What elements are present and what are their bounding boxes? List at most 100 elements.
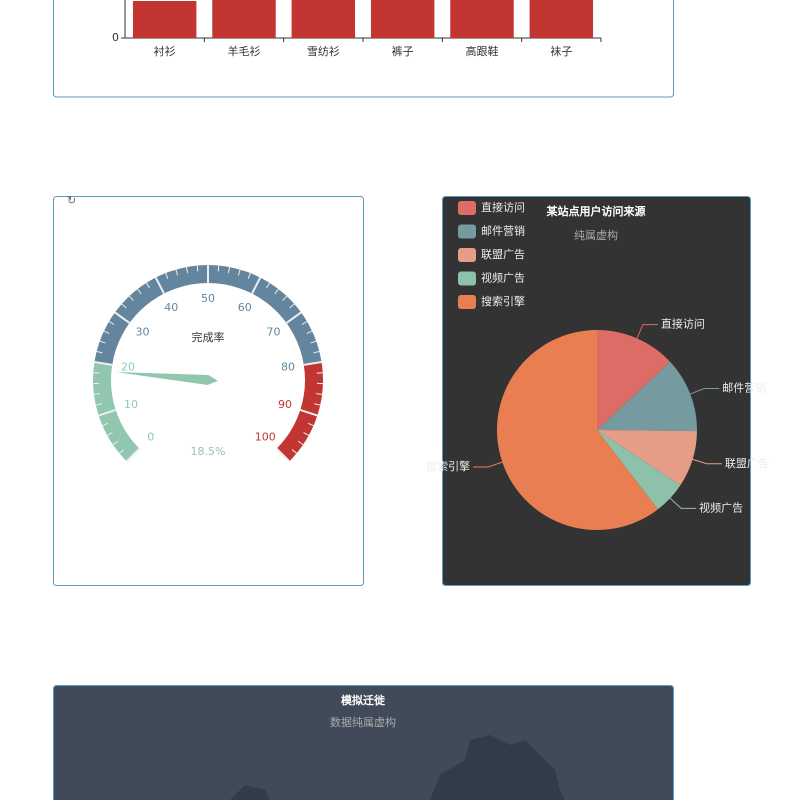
x-tick-label: 羊毛衫 xyxy=(228,44,261,58)
minor-tick xyxy=(108,321,115,325)
minor-tick xyxy=(121,303,127,309)
bar xyxy=(132,1,197,38)
x-tick-label: 衬衫 xyxy=(154,45,176,58)
split-line xyxy=(98,409,117,417)
map-subtitle: 数据纯属虚构 xyxy=(330,715,396,729)
legend-label: 视频广告 xyxy=(481,271,525,285)
split-line xyxy=(303,361,322,366)
minor-tick xyxy=(119,449,125,454)
x-tick-label: 袜子 xyxy=(550,44,572,58)
minor-tick xyxy=(93,393,100,395)
gauge-tick-label: 0 xyxy=(147,430,154,443)
slice-label: 直接访问 xyxy=(661,317,705,331)
slice-label: 视频广告 xyxy=(699,500,743,514)
gauge-tick-label: 90 xyxy=(278,398,292,411)
legend-swatch xyxy=(458,295,476,309)
minor-tick xyxy=(95,403,102,406)
bar xyxy=(450,0,514,38)
pie-slice xyxy=(597,361,697,432)
map-shape xyxy=(230,735,565,800)
restore-icon[interactable]: ↻ xyxy=(67,194,76,207)
split-line xyxy=(275,447,291,463)
gauge-title: 完成率 xyxy=(192,330,225,344)
bar xyxy=(370,0,435,38)
slice-label: 联盟广告 xyxy=(725,457,769,470)
minor-tick xyxy=(99,340,106,344)
minor-tick xyxy=(303,432,310,436)
split-line xyxy=(94,361,113,366)
split-line xyxy=(125,447,141,463)
label-line xyxy=(473,461,503,468)
bar xyxy=(529,0,594,38)
minor-tick xyxy=(314,403,321,406)
gauge-tick-label: 60 xyxy=(238,301,252,314)
legend-swatch xyxy=(458,271,476,286)
pie-subtitle: 纯属虚构 xyxy=(574,228,618,242)
label-line xyxy=(669,497,697,509)
gauge-tick-label: 100 xyxy=(255,430,276,443)
minor-tick xyxy=(128,295,134,301)
split-line xyxy=(154,277,165,295)
x-tick-label: 雪纺衫 xyxy=(307,44,340,58)
pie-title: 某站点用户访问来源 xyxy=(546,204,646,218)
minor-tick xyxy=(310,340,317,344)
minor-tick xyxy=(106,432,113,436)
split-line xyxy=(285,311,302,324)
label-line xyxy=(692,458,722,465)
minor-tick xyxy=(102,422,109,427)
gauge-value: 18.5% xyxy=(191,445,226,458)
minor-tick xyxy=(112,440,119,446)
minor-tick xyxy=(307,422,314,427)
legend-label: 搜索引擎 xyxy=(481,294,525,308)
minor-tick xyxy=(274,288,279,295)
gauge-tick-label: 80 xyxy=(281,360,295,373)
minor-tick xyxy=(306,330,313,335)
split-line xyxy=(251,277,262,295)
minor-tick xyxy=(145,282,151,289)
minor-tick xyxy=(289,303,295,309)
minor-tick xyxy=(247,272,251,279)
minor-tick xyxy=(196,265,199,272)
minor-tick xyxy=(301,321,308,325)
gauge-tick-label: 30 xyxy=(135,325,149,338)
minor-tick xyxy=(217,265,220,272)
minor-tick xyxy=(291,449,297,454)
x-tick-label: 高跟鞋 xyxy=(466,44,499,58)
label-line xyxy=(636,324,658,339)
gauge-tick-label: 10 xyxy=(124,398,138,411)
legend-label: 直接访问 xyxy=(481,200,525,214)
minor-tick xyxy=(175,269,179,276)
bar xyxy=(212,0,276,38)
bar xyxy=(291,0,356,38)
minor-tick xyxy=(297,440,304,446)
gauge-tick-label: 70 xyxy=(267,325,281,338)
pie-slice xyxy=(597,430,697,486)
legend-swatch xyxy=(458,248,476,262)
minor-tick xyxy=(265,282,271,289)
minor-tick xyxy=(96,350,103,354)
gauge-panel xyxy=(53,196,364,586)
minor-tick xyxy=(227,266,231,274)
y-tick-label: 0 xyxy=(112,31,119,44)
x-tick-label: 裤子 xyxy=(392,44,414,58)
legend-swatch xyxy=(458,201,476,215)
minor-tick xyxy=(137,288,142,295)
gauge-tick-label: 50 xyxy=(201,292,215,305)
gauge-tick-label: 40 xyxy=(164,301,178,314)
minor-tick xyxy=(237,269,241,276)
pie-slice xyxy=(597,330,671,430)
legend-swatch xyxy=(458,224,476,239)
pie-slice xyxy=(496,330,658,530)
slice-label: 邮件营销 xyxy=(722,381,766,395)
minor-tick xyxy=(165,272,169,279)
pie-slice xyxy=(597,430,681,510)
split-line xyxy=(299,409,318,417)
split-line xyxy=(114,311,131,324)
minor-tick xyxy=(313,350,320,354)
bar-panel xyxy=(53,0,674,98)
minor-tick xyxy=(103,330,110,335)
map-title: 模拟迁徙 xyxy=(341,693,386,707)
label-line xyxy=(690,388,720,395)
legend-label: 联盟广告 xyxy=(481,248,525,261)
